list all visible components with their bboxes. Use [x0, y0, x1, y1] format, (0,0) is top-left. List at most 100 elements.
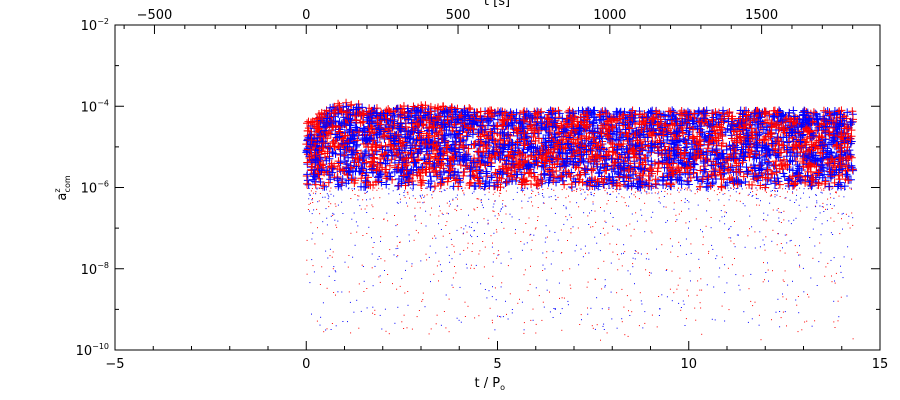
data-point-dot [387, 274, 389, 275]
data-point-dot [404, 196, 406, 198]
data-point-dot [471, 251, 473, 252]
data-point-dot [546, 236, 548, 238]
data-point-dot [697, 204, 699, 206]
data-point-dot [404, 292, 406, 294]
data-point-dot [631, 193, 632, 195]
data-point-dot [708, 250, 710, 252]
data-point-dot [685, 253, 687, 255]
data-point-dot [403, 195, 405, 197]
data-point-dot [439, 205, 440, 207]
data-point-dot [325, 187, 327, 189]
data-point-dot [353, 187, 355, 189]
data-point-dot [799, 187, 801, 189]
data-point-dot [657, 188, 659, 190]
data-point-dot [420, 260, 422, 262]
data-point-dot [366, 187, 368, 189]
data-point-dot [407, 304, 409, 306]
data-point-dot [466, 267, 468, 269]
data-point-dot [616, 243, 618, 245]
data-point-dot [592, 327, 594, 329]
data-point-dot [852, 217, 854, 219]
data-point-dot [815, 195, 817, 196]
data-point-dot [324, 196, 326, 198]
data-point-dot [688, 221, 690, 223]
data-point-dot [396, 245, 398, 247]
data-point-dot [409, 240, 410, 242]
data-point-dot [755, 187, 757, 189]
data-point-dot [588, 252, 590, 254]
data-point-dot [503, 187, 505, 189]
data-point-dot [569, 214, 571, 216]
data-point-dot [626, 295, 628, 297]
data-point-dot [316, 187, 318, 189]
data-point-dot [825, 266, 827, 268]
data-point-dot [422, 292, 424, 294]
data-point-dot [816, 200, 818, 202]
data-point-dot [669, 288, 671, 290]
data-point-dot [699, 302, 701, 304]
data-point-dot [814, 219, 816, 221]
data-point-dot [765, 220, 767, 222]
data-point-dot [702, 236, 704, 238]
data-point-dot [582, 189, 584, 191]
data-point-dot [369, 198, 371, 200]
data-point-dot [798, 254, 800, 256]
data-point-dot [667, 189, 668, 190]
data-point-dot [523, 187, 525, 189]
data-point-dot [446, 202, 448, 204]
data-point-dot [723, 204, 725, 206]
data-point-dot [621, 265, 623, 267]
data-point-dot [417, 201, 419, 203]
data-point-dot [403, 192, 405, 193]
data-point-dot [790, 223, 792, 225]
data-point-dot [352, 190, 353, 192]
data-point-dot [426, 259, 428, 261]
data-point-dot [563, 297, 565, 299]
data-point-dot [488, 187, 490, 189]
data-point-dot [329, 190, 331, 192]
data-point-dot [592, 203, 594, 205]
data-point-dot [573, 190, 575, 192]
data-point-dot [689, 270, 691, 272]
data-point-dot [328, 201, 330, 203]
data-point-dot [451, 244, 453, 246]
data-point-dot [765, 272, 767, 273]
data-point-dot [787, 191, 788, 193]
data-point-dot [372, 285, 374, 287]
data-point-dot [652, 211, 654, 213]
data-point-dot [414, 207, 416, 209]
data-point-dot [661, 244, 663, 246]
data-point-dot [501, 282, 503, 284]
data-point-dot [830, 203, 831, 205]
data-point-dot [816, 285, 818, 286]
data-point-dot [431, 197, 433, 199]
data-point-dot [472, 243, 474, 245]
data-point-dot [831, 281, 833, 283]
data-point-dot [594, 236, 596, 238]
data-point-dot [632, 263, 634, 265]
data-point-dot [807, 293, 808, 295]
data-point-dot [436, 314, 438, 316]
data-point-dot [439, 264, 441, 266]
data-point-dot [565, 208, 567, 210]
data-point-dot [833, 257, 835, 259]
data-point-dot [320, 316, 322, 318]
data-point-dot [726, 212, 727, 214]
data-point-dot [497, 250, 499, 252]
data-point-dot [484, 194, 486, 196]
data-point-dot [591, 210, 593, 212]
data-point-dot [599, 189, 601, 190]
data-point-dot [512, 199, 514, 201]
data-point-dot [735, 191, 737, 193]
data-point-dot [629, 196, 630, 198]
data-point-dot [357, 195, 359, 197]
data-point-dot [778, 220, 780, 222]
data-point-dot [724, 193, 726, 195]
data-point-dot [488, 198, 490, 200]
data-point-dot [667, 220, 668, 222]
data-point-dot [414, 216, 416, 218]
data-point-dot [849, 227, 851, 229]
data-point-dot [678, 187, 680, 189]
data-point-dot [465, 263, 467, 265]
data-point-plus [385, 161, 394, 170]
